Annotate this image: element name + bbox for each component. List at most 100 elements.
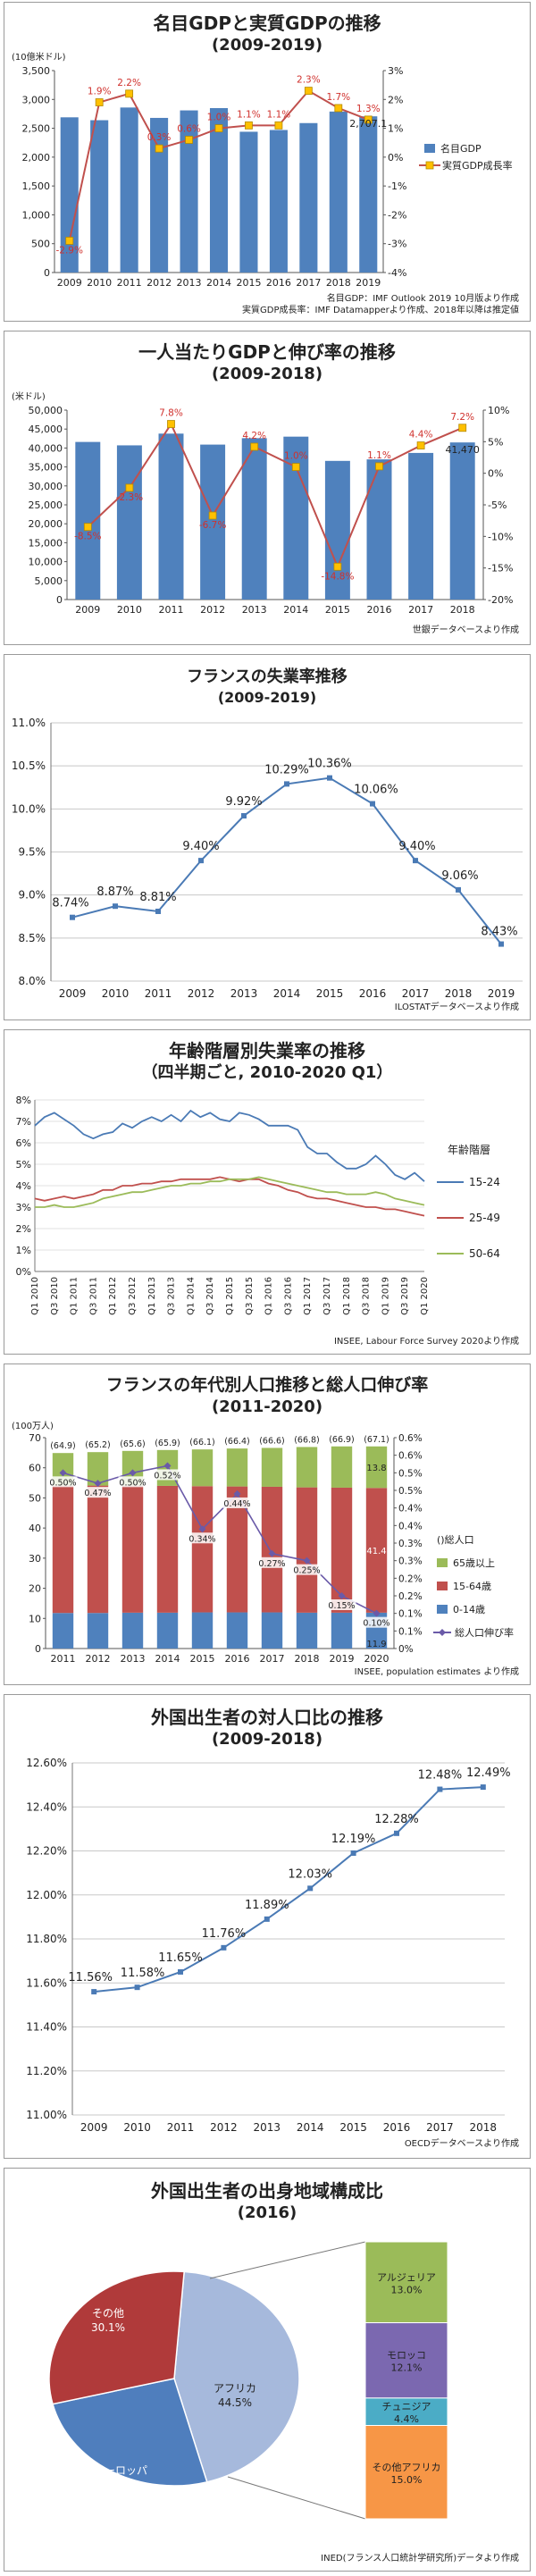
stacked-bar-segment (121, 1612, 144, 1649)
x-tick-label: Q1 2014 (186, 1277, 196, 1315)
data-label: 0.27% (258, 1559, 285, 1569)
y-tick-label: 12.40% (26, 1800, 67, 1813)
stacked-bar-segment (331, 1446, 353, 1488)
data-label: 0.6% (177, 123, 201, 134)
line-marker (413, 858, 418, 864)
data-label: 8.74% (52, 897, 88, 910)
y-tick-label-left: 20 (29, 1583, 41, 1595)
source-line: INED(フランス人口統計学研究所)データより作成 (321, 2554, 519, 2563)
total-label: (66.8) (294, 1435, 320, 1445)
x-tick-label: Q3 2016 (283, 1277, 293, 1315)
data-label-bg (48, 1476, 78, 1488)
y-tick-label-left: 20,000 (29, 518, 63, 530)
y-tick-label-left: 30,000 (29, 481, 63, 492)
x-tick-label: Q3 2011 (88, 1277, 98, 1315)
chart-title: フランスの年代別人口推移と総人口伸び率 (105, 1375, 429, 1395)
x-tick-label: 2009 (59, 987, 87, 1000)
chart-source: 世銀データベースより作成 (413, 625, 519, 636)
y-tick-label-left: 40,000 (29, 442, 63, 454)
y-tick-label: 10.0% (12, 802, 46, 815)
y-tick-label-left: 25,000 (29, 499, 63, 511)
line-marker (59, 1469, 67, 1477)
bar (241, 438, 267, 600)
y-tick-label-right: 0.6% (398, 1433, 423, 1444)
line-marker (245, 121, 253, 130)
y-tick-label: 9.5% (19, 846, 46, 859)
stacked-bar-segment (52, 1613, 74, 1649)
line-marker (456, 886, 461, 893)
x-tick-label: 2011 (159, 604, 184, 616)
series-line (34, 1176, 425, 1217)
y-tick-label-left: 0 (56, 594, 63, 606)
bar (324, 460, 350, 600)
pie-slice (52, 2378, 208, 2487)
data-label: 10.06% (354, 784, 398, 797)
y-tick-label-right: 0% (398, 1644, 414, 1655)
legend-label: 15-24 (469, 1176, 500, 1188)
x-tick-label: Q1 2011 (70, 1277, 80, 1315)
data-label: 9.92% (225, 795, 262, 809)
data-label: 1.0% (207, 113, 231, 123)
source-line: INSEE, population estimates より作成 (354, 1667, 519, 1677)
data-label: -2.3% (116, 492, 143, 503)
bar (75, 441, 101, 600)
data-label: 0.44% (223, 1499, 250, 1509)
data-label: 0.52% (154, 1471, 180, 1481)
line-marker (125, 89, 134, 98)
x-tick-label: Q1 2010 (30, 1277, 40, 1315)
chart-population: 0 10 20 30 40 50 60 70 0% 0.1% 0.1% 0.2% 0.2% 0.3% 0.3… (12, 1421, 514, 1665)
y-tick-label-right: 0.2% (398, 1591, 423, 1602)
chart-subtitle: (2009-2018) (211, 365, 323, 383)
line-marker (185, 136, 193, 144)
series-line (63, 1464, 377, 1615)
data-label: 11.89% (245, 1899, 289, 1912)
line-marker (375, 462, 383, 471)
y-tick-label-right: 0.6% (398, 1451, 423, 1462)
data-label: 1.1% (237, 109, 261, 120)
x-tick-label: 2009 (57, 277, 82, 289)
line-marker (274, 121, 283, 130)
data-label: 9.40% (182, 840, 219, 853)
source-line: OECDデータベースより作成 (404, 2139, 519, 2149)
x-tick-label: 2015 (325, 604, 350, 616)
x-tick-label: 2014 (273, 987, 301, 1000)
chart-subtitle: (2009-2018) (211, 1730, 323, 1749)
x-tick-label: 2015 (190, 1653, 215, 1665)
breakdown-value: 12.1% (391, 2362, 423, 2374)
x-tick-label: 2020 (364, 1653, 389, 1665)
y-tick-label-right: 0% (388, 152, 403, 164)
data-label: 11.56% (68, 1971, 113, 1984)
stacked-bar-segment (365, 1446, 388, 1489)
y-tick-label-left: 2,000 (22, 152, 51, 164)
x-tick-label: 2012 (188, 987, 215, 1000)
line-marker (95, 98, 104, 106)
x-tick-label: 2011 (117, 277, 142, 289)
x-tick-label: Q3 2015 (245, 1277, 255, 1315)
data-label: 0.25% (293, 1566, 320, 1576)
y-tick-label-left: 15,000 (29, 537, 63, 549)
line-marker (129, 1469, 137, 1477)
data-label: 12.49% (466, 1766, 511, 1780)
y-tick-label: 8.0% (19, 975, 46, 987)
legend-title: 年齢階層 (448, 1143, 490, 1156)
data-label: 11.76% (202, 1927, 247, 1941)
y-tick-label: 11.00% (26, 2109, 67, 2121)
y-tick-label-right: -3% (388, 239, 406, 250)
y-tick-label-right: 0.3% (398, 1539, 423, 1549)
y-tick-label-right: -1% (388, 180, 406, 192)
bar (408, 452, 434, 600)
line-marker (155, 144, 163, 153)
y-tick-label-right: 0.4% (398, 1521, 423, 1531)
legend-swatch (437, 1558, 448, 1567)
data-label: 11.58% (121, 1967, 165, 1980)
x-tick-label: 2015 (339, 2121, 367, 2134)
x-tick-label: 2013 (121, 1653, 146, 1665)
data-label: -6.7% (199, 520, 226, 531)
series-line (71, 776, 502, 945)
y-tick-label: 11.20% (26, 2065, 67, 2077)
data-label: 2.2% (117, 78, 141, 88)
data-label: 12.03% (288, 1867, 332, 1881)
y-tick-label-right: -15% (488, 563, 513, 575)
line-marker (70, 914, 75, 920)
connector-line (209, 2241, 366, 2279)
